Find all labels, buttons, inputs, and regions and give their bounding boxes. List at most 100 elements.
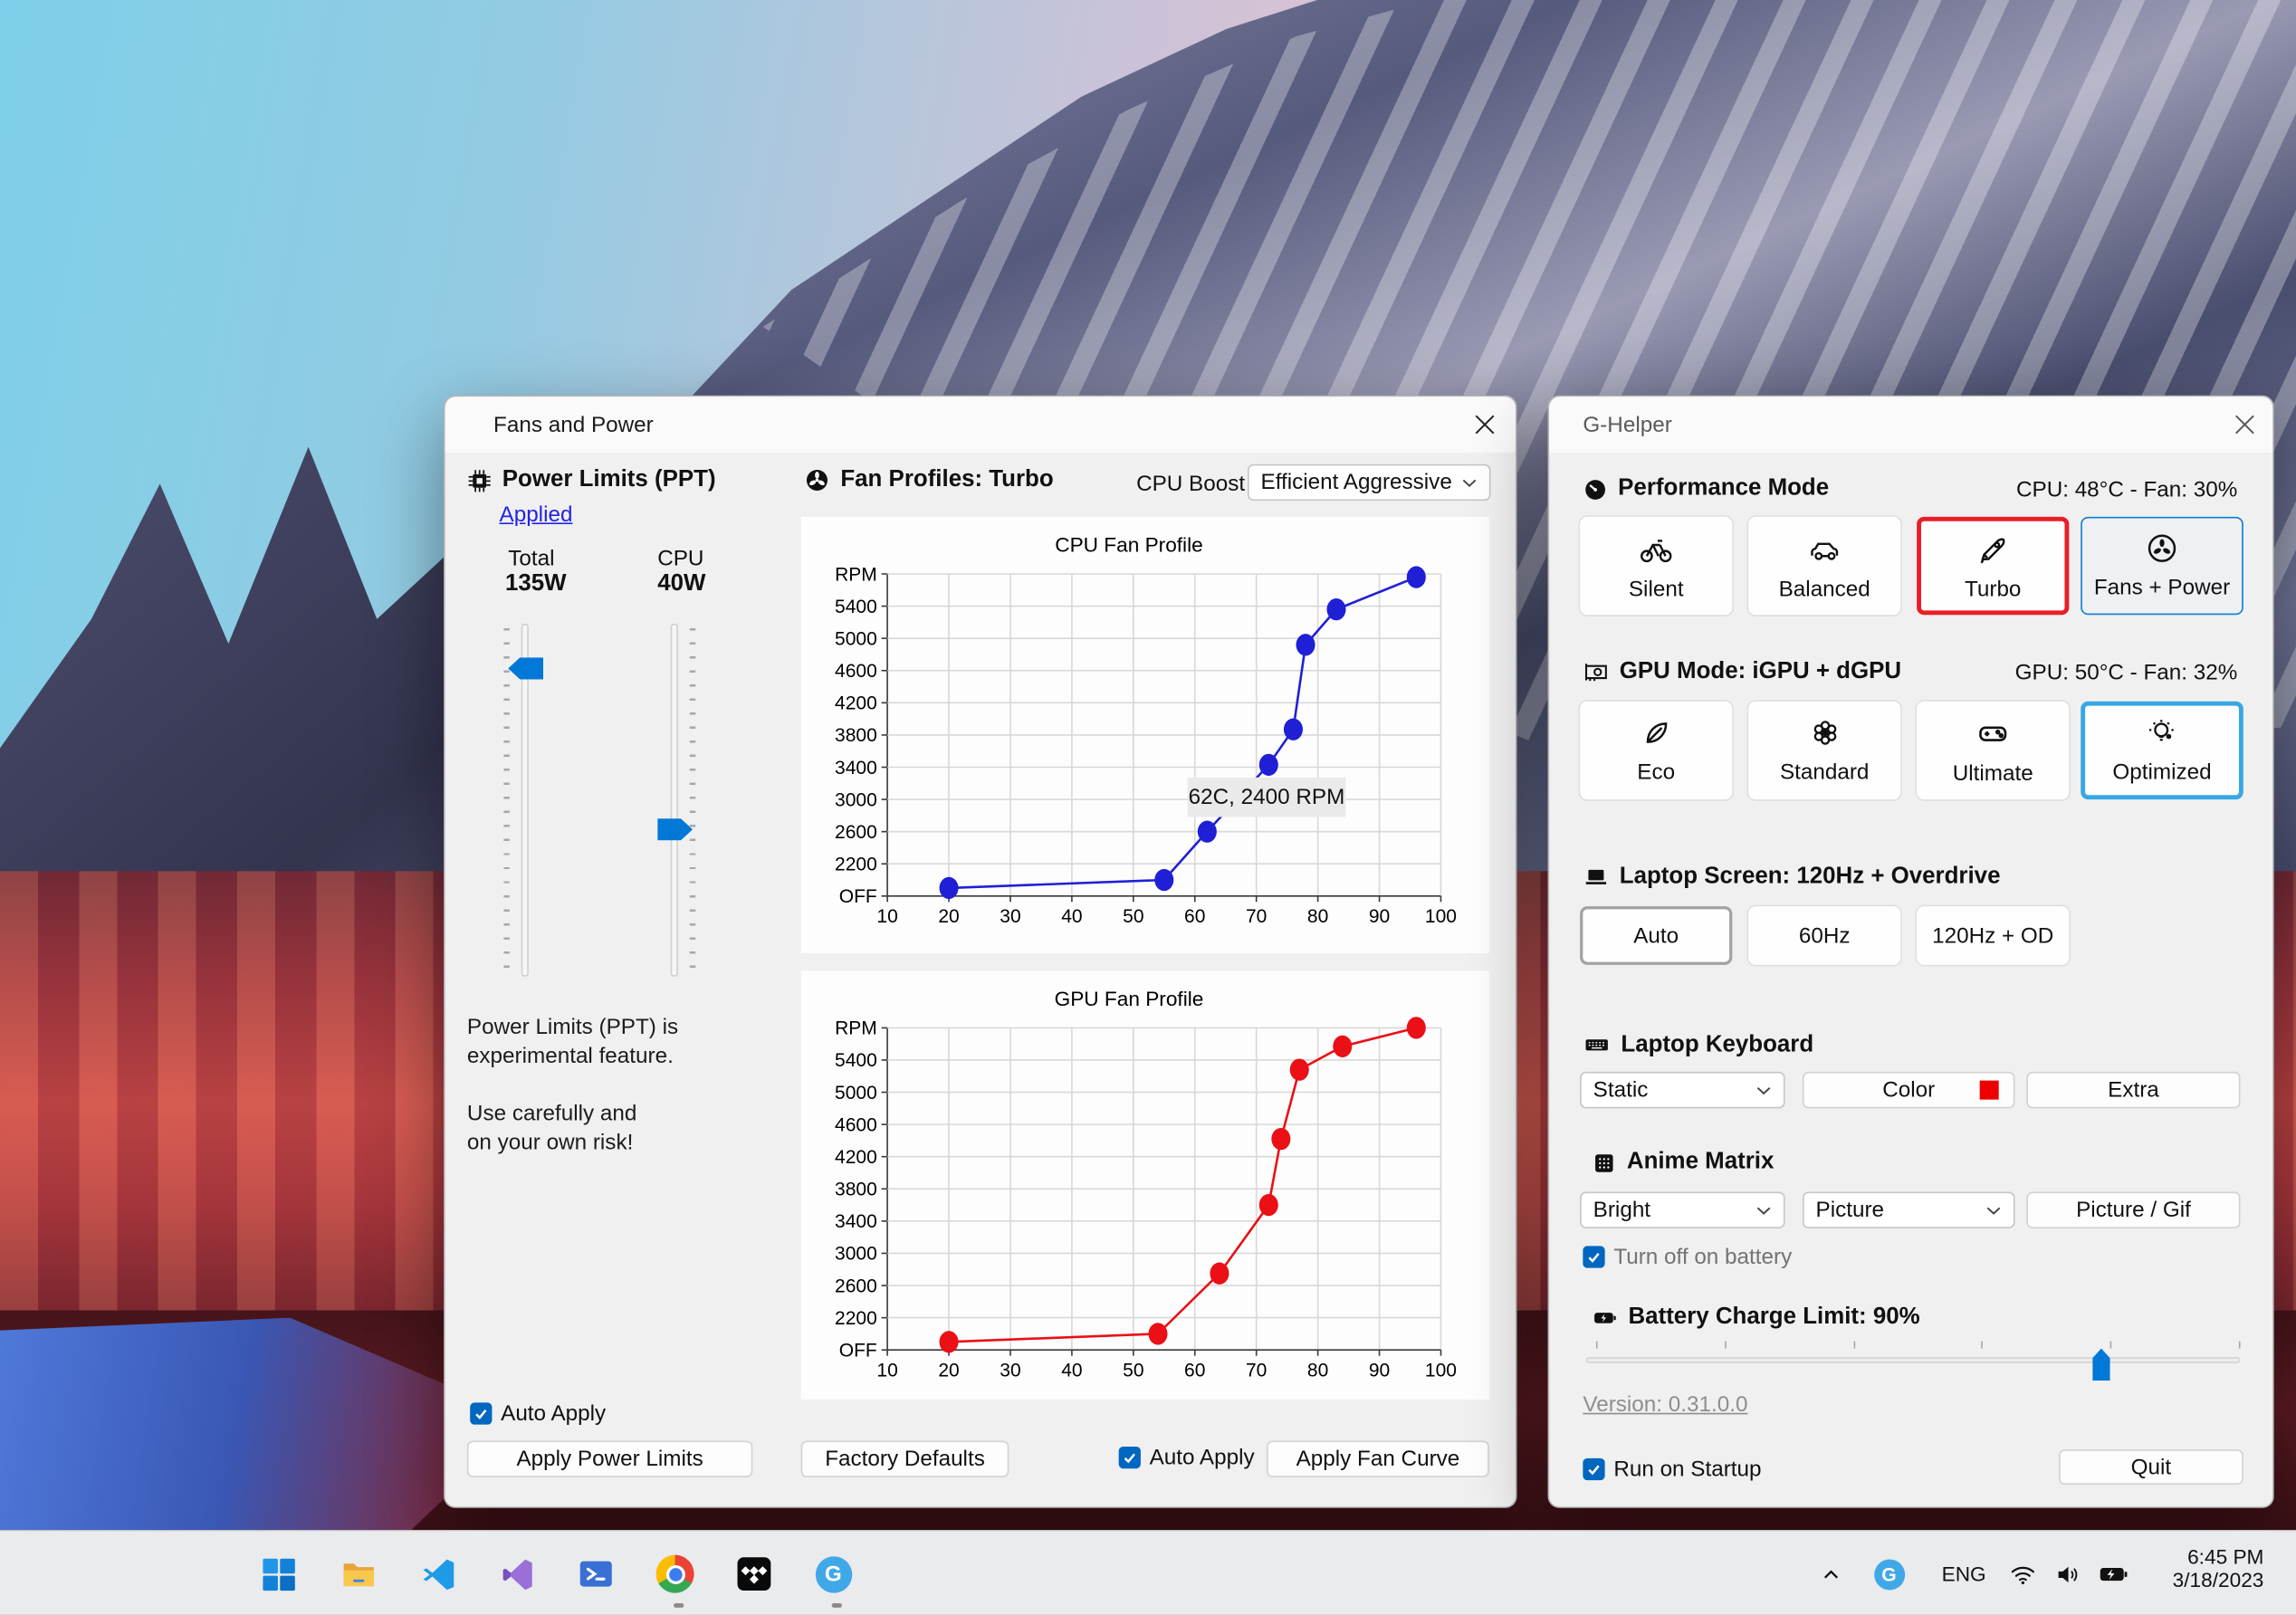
laptop-icon [1583,864,1609,890]
svg-text:30: 30 [1000,1360,1020,1381]
svg-text:20: 20 [938,1360,959,1381]
gpu-mode-heading: GPU Mode: iGPU + dGPU [1583,659,1901,685]
total-power-slider[interactable] [521,623,529,977]
version-link[interactable]: Version: 0.31.0.0 [1583,1392,1748,1418]
ppt-note-line: on your own risk! [466,1130,634,1156]
gpu-fan-chart[interactable]: GPU Fan Profile 10 20 30 40 50 60 70 80 90 100 RPM 5… [800,970,1489,1400]
svg-text:10: 10 [876,1360,897,1381]
file-explorer-icon[interactable] [330,1544,388,1603]
anime-brightness-dropdown[interactable]: Bright [1580,1191,1785,1228]
keyboard-mode-dropdown[interactable]: Static [1580,1071,1785,1109]
svg-text:70: 70 [1246,1360,1267,1381]
auto-apply-fan-checkbox[interactable] [1118,1446,1141,1469]
fans-window-titlebar[interactable]: Fans and Power [445,397,1516,453]
apply-power-limits-button[interactable]: Apply Power Limits [466,1440,753,1477]
matrix-icon [1592,1150,1616,1174]
chevron-down-icon [1985,1204,2002,1216]
svg-text:4200: 4200 [835,693,877,714]
svg-text:4600: 4600 [835,1114,877,1135]
svg-text:5400: 5400 [835,597,877,617]
applied-link[interactable]: Applied [499,502,573,528]
performance-mode-heading: Performance Mode [1583,476,1829,502]
gpu-mode-standard-button[interactable]: Standard [1748,701,1901,800]
gpu-card-icon [1583,659,1609,685]
total-value: 135W [504,570,567,597]
taskbar: G G ENG 6:45 PM 3/18/2023 [0,1530,2296,1615]
battery-limit-slider[interactable] [1585,1357,2241,1363]
laptop-screen-heading: Laptop Screen: 120Hz + Overdrive [1583,864,2000,890]
visual-studio-icon[interactable] [488,1544,547,1603]
tray-chevron-up-icon[interactable] [1812,1544,1850,1603]
svg-text:3400: 3400 [835,758,877,779]
svg-text:3800: 3800 [835,725,877,746]
svg-text:40: 40 [1061,1360,1082,1381]
screen-auto-button[interactable]: Auto [1580,906,1733,965]
cpu-fan-chart[interactable]: CPU Fan Profile 10 20 30 40 50 60 70 80 90 100 RPM 5… [800,516,1489,953]
gamepad-icon [1976,715,2011,750]
svg-text:90: 90 [1369,906,1390,927]
svg-text:80: 80 [1307,1360,1328,1381]
battery-limit-slider-thumb[interactable] [2092,1348,2110,1381]
total-label: Total [508,546,555,571]
svg-text:3400: 3400 [835,1211,877,1232]
cpu-power-slider-thumb[interactable] [657,818,694,841]
fan-profiles-heading: Fan Profiles: Turbo [804,467,1054,493]
total-power-slider-thumb[interactable] [508,657,544,680]
screen-60hz-button[interactable]: 60Hz [1748,906,1901,965]
run-on-startup-checkbox[interactable] [1583,1457,1605,1481]
tidal-icon[interactable] [725,1544,784,1603]
anime-battery-checkbox[interactable] [1583,1246,1605,1268]
keyboard-extra-button[interactable]: Extra [2026,1071,2241,1109]
cpu-power-slider[interactable] [670,623,678,977]
powershell-icon[interactable] [567,1544,626,1603]
gpu-mode-eco-button[interactable]: Eco [1580,701,1733,800]
quit-button[interactable]: Quit [2058,1449,2243,1485]
speaker-icon[interactable] [2049,1544,2087,1603]
cpu-boost-dropdown[interactable]: Efficient Aggressive [1247,463,1491,502]
anime-mode-dropdown[interactable]: Picture [1802,1191,2015,1228]
svg-text:OFF: OFF [839,886,877,907]
gpu-temp-status: GPU: 50°C - Fan: 32% [2014,660,2238,685]
cpu-temp-status: CPU: 48°C - Fan: 30% [2015,477,2238,502]
gpu-mode-optimized-button[interactable]: Optimized [2081,701,2243,800]
tray-ghelper-icon[interactable]: G [1867,1544,1911,1603]
keyboard-color-button[interactable]: Color [1802,1071,2015,1109]
apply-fan-curve-button[interactable]: Apply Fan Curve [1267,1440,1489,1477]
svg-text:10: 10 [876,906,897,927]
gpu-mode-ultimate-button[interactable]: Ultimate [1917,701,2070,800]
perf-mode-silent-button[interactable]: Silent [1580,516,1733,616]
tray-date: 3/18/2023 [2172,1568,2264,1592]
svg-text:30: 30 [1000,906,1020,927]
svg-text:80: 80 [1307,906,1328,927]
svg-text:5400: 5400 [835,1050,877,1071]
close-icon[interactable] [2225,407,2263,443]
svg-text:2200: 2200 [835,1308,877,1329]
car-icon [1807,530,1842,566]
g-helper-taskbar-icon[interactable]: G [804,1544,863,1603]
chrome-icon[interactable] [646,1544,704,1603]
svg-text:70: 70 [1246,906,1267,927]
tray-language-indicator[interactable]: ENG [1941,1562,1986,1586]
svg-text:5000: 5000 [835,628,877,649]
tray-clock[interactable]: 6:45 PM 3/18/2023 [2173,1544,2264,1591]
perf-mode-fans-power-button[interactable]: Fans + Power [2081,516,2243,616]
chrome-running-indicator [673,1602,684,1608]
color-swatch [1979,1080,1999,1100]
anime-picture-gif-button[interactable]: Picture / Gif [2026,1191,2241,1228]
perf-mode-turbo-button[interactable]: Turbo [1917,516,2070,616]
cpu-slider-ticks [689,627,696,972]
screen-120hz-od-button[interactable]: 120Hz + OD [1917,906,2070,965]
keyboard-icon [1583,1031,1611,1059]
auto-apply-power-checkbox[interactable] [470,1402,493,1425]
factory-defaults-button[interactable]: Factory Defaults [800,1440,1009,1477]
wifi-icon[interactable] [2004,1544,2042,1603]
windows-start-button[interactable] [249,1544,308,1603]
vs-code-icon[interactable] [408,1544,467,1603]
battery-charging-icon[interactable] [2091,1544,2136,1603]
cpu-label: CPU [657,546,704,571]
close-icon[interactable] [1466,407,1504,443]
chevron-down-icon [1755,1085,1772,1096]
perf-mode-balanced-button[interactable]: Balanced [1748,516,1901,616]
svg-text:4200: 4200 [835,1147,877,1168]
ghelper-titlebar[interactable]: G-Helper [1549,397,2273,453]
